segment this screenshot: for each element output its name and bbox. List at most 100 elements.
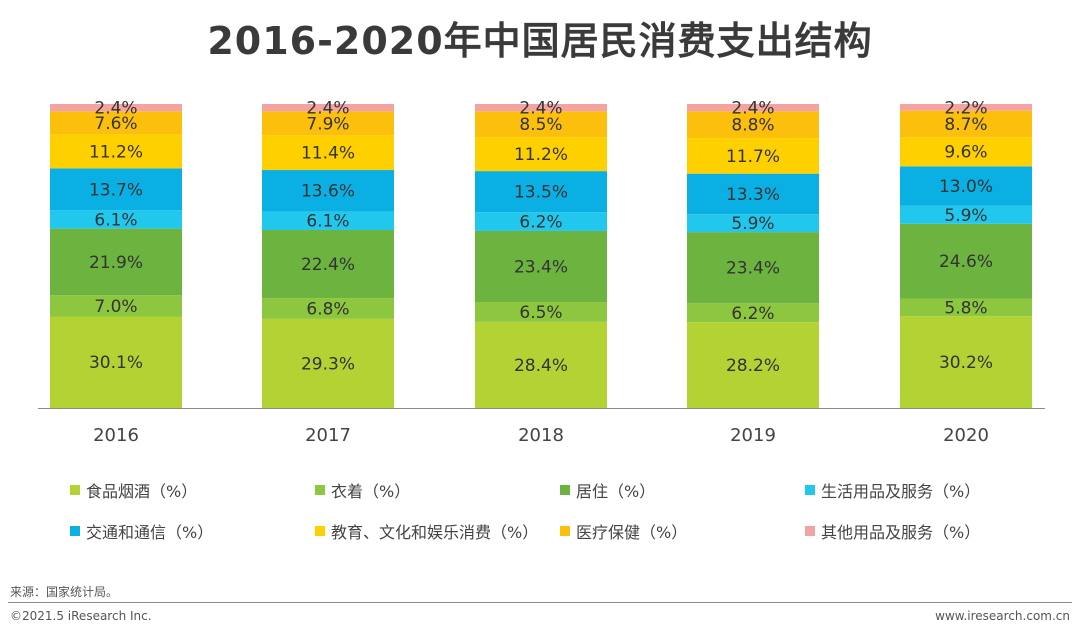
bar-segment (900, 166, 1032, 206)
bar-segment (475, 230, 607, 303)
bar-segment (262, 318, 394, 408)
data-label: 23.4% (726, 259, 780, 279)
legend-label: 居住（%） (576, 482, 656, 501)
bar-segment (687, 322, 819, 408)
x-tick-label: 2017 (305, 425, 351, 446)
bar-segment (900, 104, 1032, 111)
bar-segment (50, 228, 182, 296)
bar-segment (475, 137, 607, 172)
bar-segment (262, 211, 394, 230)
bar-segment (900, 110, 1032, 138)
bar-segment (900, 205, 1032, 224)
data-label: 22.4% (301, 255, 355, 275)
legend-item: 交通和通信（%） (70, 519, 213, 543)
legend-label: 其他用品及服务（%） (821, 523, 981, 542)
bar-segment (900, 137, 1032, 167)
legend-item: 生活用品及服务（%） (805, 478, 980, 502)
legend-label: 生活用品及服务（%） (821, 482, 981, 501)
chart-title: 2016-2020年中国居民消费支出结构 (207, 19, 873, 63)
legend-swatch (315, 485, 325, 495)
bar-segment (475, 302, 607, 322)
x-tick-label: 2019 (730, 425, 776, 446)
bar-segment (475, 104, 607, 112)
bar-segment (50, 104, 182, 112)
bar-segment (50, 295, 182, 317)
legend-item: 食品烟酒（%） (70, 478, 197, 502)
bar-segment (262, 135, 394, 171)
bar-segment (687, 232, 819, 304)
bar-segment (50, 111, 182, 135)
data-label: 2.2% (944, 98, 987, 118)
bar-segment (900, 298, 1032, 317)
data-label: 11.7% (726, 147, 780, 167)
legend-label: 医疗保健（%） (576, 523, 688, 542)
data-label: 5.9% (731, 214, 774, 234)
bar-segment (50, 210, 182, 229)
data-label: 13.5% (514, 183, 568, 203)
data-label: 8.7% (944, 115, 987, 135)
legend-item: 居住（%） (560, 478, 655, 502)
data-label: 6.8% (306, 299, 349, 319)
bar-segment (50, 316, 182, 408)
legend-label: 教育、文化和娱乐消费（%） (331, 523, 539, 542)
bar-segment (262, 170, 394, 212)
data-label: 21.9% (89, 253, 143, 273)
bar-segment (687, 303, 819, 323)
data-label: 8.8% (731, 116, 774, 136)
bar-segment (900, 316, 1032, 408)
data-label: 13.7% (89, 180, 143, 200)
data-label: 6.1% (306, 212, 349, 232)
bar-segment (475, 171, 607, 213)
website-url: www.iresearch.com.cn (935, 609, 1070, 623)
data-label: 6.5% (519, 303, 562, 323)
data-label: 11.2% (514, 145, 568, 165)
data-label: 30.1% (89, 353, 143, 373)
bar-segment (50, 134, 182, 169)
legend-label: 食品烟酒（%） (86, 482, 198, 501)
legend-swatch (805, 485, 815, 495)
data-label: 28.2% (726, 356, 780, 376)
legend-swatch (315, 526, 325, 536)
stacked-bar-chart: 30.1%7.0%21.9%6.1%13.7%11.2%7.6%2.4%2016… (38, 98, 1045, 446)
bar-segment (262, 229, 394, 299)
bar-segment (50, 168, 182, 211)
legend-item: 教育、文化和娱乐消费（%） (315, 519, 538, 543)
bar-segment (475, 111, 607, 138)
data-label: 8.5% (519, 115, 562, 135)
data-label: 2.4% (731, 99, 774, 119)
legend-swatch (560, 526, 570, 536)
source-note: 来源：国家统计局。 (10, 585, 119, 599)
data-label: 5.8% (944, 298, 987, 318)
data-label: 9.6% (944, 143, 987, 163)
data-label: 11.4% (301, 144, 355, 164)
data-label: 13.0% (939, 177, 993, 197)
data-label: 7.6% (94, 114, 137, 134)
data-label: 28.4% (514, 356, 568, 376)
data-label: 30.2% (939, 353, 993, 373)
data-label: 7.9% (306, 114, 349, 134)
copyright: ©2021.5 iResearch Inc. (10, 609, 152, 623)
data-label: 13.6% (301, 182, 355, 202)
bar-segment (687, 138, 819, 174)
bar-segment (687, 104, 819, 112)
data-label: 7.0% (94, 297, 137, 317)
bar-segment (687, 214, 819, 233)
data-label: 23.4% (514, 257, 568, 277)
legend-item: 衣着（%） (315, 478, 410, 502)
bar-segment (687, 173, 819, 215)
data-label: 11.2% (89, 142, 143, 162)
bar-segment (900, 223, 1032, 299)
legend-swatch (560, 485, 570, 495)
bar-segment (262, 298, 394, 319)
legend-item: 其他用品及服务（%） (805, 519, 980, 543)
legend-label: 交通和通信（%） (86, 523, 214, 542)
bar-segment (475, 212, 607, 231)
data-label: 5.9% (944, 206, 987, 226)
legend-swatch (805, 526, 815, 536)
data-label: 2.4% (94, 99, 137, 119)
x-tick-label: 2018 (518, 425, 564, 446)
legend-item: 医疗保健（%） (560, 519, 687, 543)
data-label: 6.2% (519, 213, 562, 233)
bar-segment (687, 111, 819, 139)
footer-divider (8, 602, 1072, 603)
